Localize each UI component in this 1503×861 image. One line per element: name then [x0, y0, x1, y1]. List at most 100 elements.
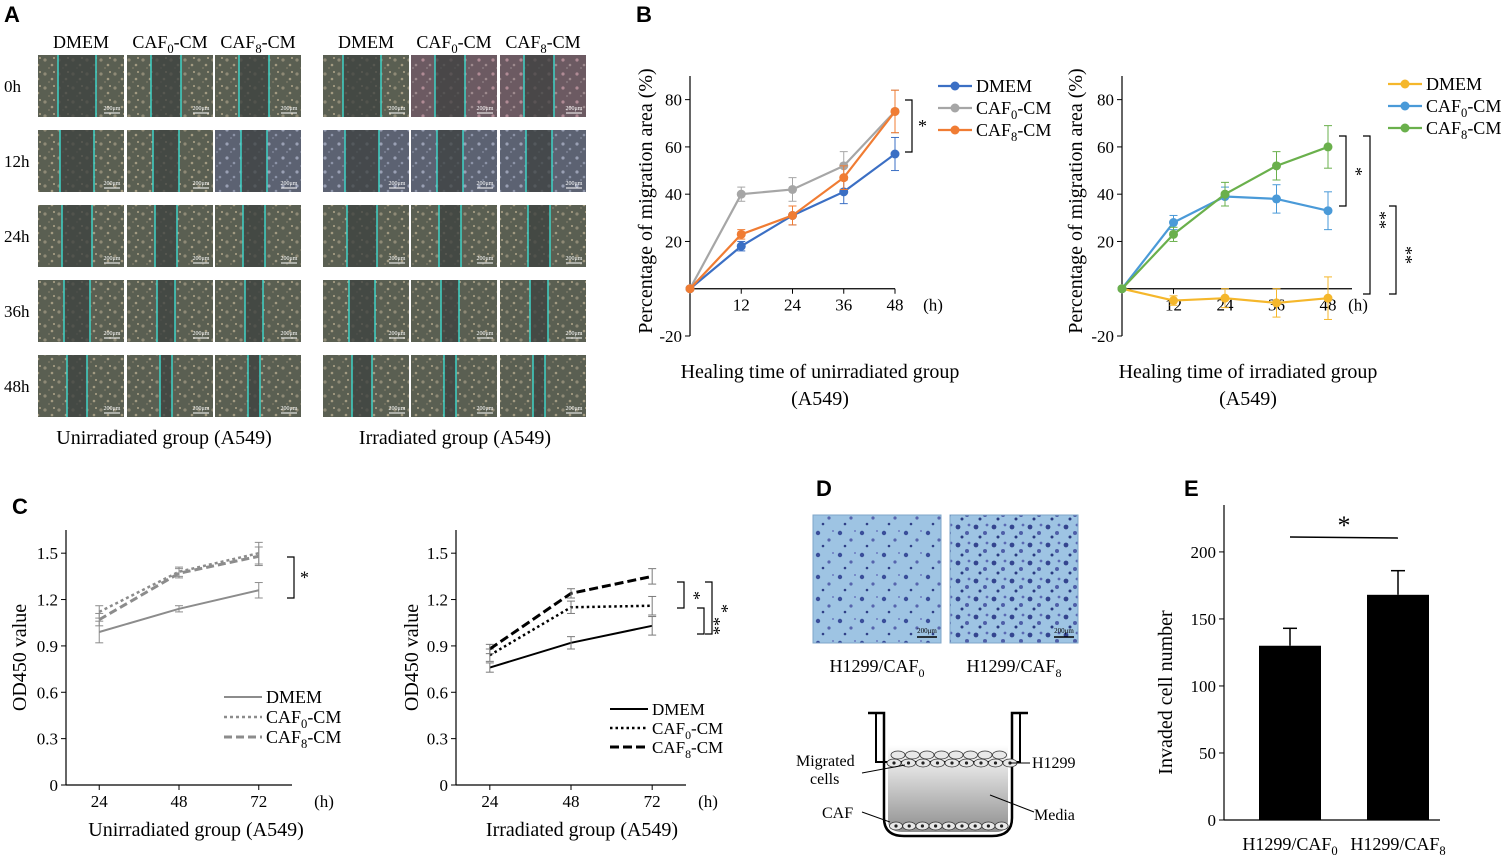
data-point	[890, 106, 900, 116]
scratch-gap	[528, 205, 550, 267]
data-point	[1272, 194, 1281, 204]
significance-bracket	[697, 607, 705, 635]
chart-c-unirradiated: 1.5 1.2 0.9 0.6 0.3 0 24 48 72 (h) OD450 value Unir…	[9, 530, 341, 841]
data-point	[1323, 206, 1333, 216]
legend-label: CAF0-CM	[266, 707, 341, 731]
group-caption: Irradiated group (A549)	[359, 427, 551, 449]
x-axis-label-line2: (A549)	[791, 388, 849, 410]
scratch-gap	[435, 55, 465, 117]
scale-bar-label: 200μm	[566, 256, 583, 262]
legend-marker	[950, 103, 960, 113]
y-tick-label: 1.2	[427, 591, 448, 610]
scale-bar-label: 200μm	[281, 331, 298, 337]
series-line-1	[1121, 195, 1329, 290]
legend-label: CAF8-CM	[976, 120, 1051, 144]
transwell-caption-caf8: H1299/CAF8	[966, 656, 1061, 680]
data-point	[736, 189, 746, 199]
cell-nucleus	[921, 761, 925, 765]
cell	[934, 750, 949, 760]
significance-marker: *	[1338, 511, 1351, 540]
scratch-gap	[533, 355, 545, 417]
scale-bar-label: 200μm	[917, 627, 937, 635]
transwell-images: 200μm 200μm H1299/CAF0 H1299/CAF8	[812, 514, 1079, 680]
y-tick-label: 1.2	[37, 591, 58, 610]
scratch-gap	[352, 355, 372, 417]
legend-marker	[950, 125, 960, 135]
significance-bracket	[1363, 135, 1371, 295]
scratch-gap	[347, 205, 377, 267]
scale-bar-label: 200μm	[1054, 627, 1074, 635]
y-tick-label: 0	[440, 776, 449, 795]
data-point	[788, 184, 797, 194]
data-point	[839, 173, 849, 183]
scratch-gap	[444, 355, 456, 417]
y-tick-label: -20	[659, 327, 682, 346]
x-axis-unit: (h)	[1348, 296, 1368, 315]
significance-marker: **	[1396, 246, 1416, 264]
scale-bar-label: 200μm	[477, 331, 494, 337]
scratch-gap	[241, 130, 267, 192]
h1299-cell-layer	[886, 750, 1018, 768]
scratch-gap	[441, 280, 459, 342]
data-point	[1323, 142, 1333, 152]
y-tick-label: 0.9	[427, 637, 448, 656]
cell-nucleus	[1000, 824, 1004, 828]
label-cells: cells	[810, 771, 839, 788]
chart-c-irradiated: 1.5 1.2 0.9 0.6 0.3 0 24 48 72 (h) OD450 value Irra…	[401, 530, 732, 841]
label-media: Media	[1034, 807, 1075, 824]
data-point	[788, 210, 797, 220]
scratch-gap	[439, 205, 461, 267]
y-tick-label: 0.6	[427, 683, 448, 702]
legend-label: CAF8-CM	[652, 738, 723, 761]
x-tick-label: 72	[250, 792, 267, 811]
scale-bar-label: 200μm	[566, 106, 583, 112]
cell	[919, 750, 935, 760]
cell-nucleus	[947, 824, 951, 828]
significance-marker: *	[1346, 167, 1366, 176]
legend-marker	[1400, 123, 1410, 133]
scale-bar-label: 200μm	[389, 106, 406, 112]
y-tick-label: 60	[665, 138, 682, 157]
significance-bracket	[1339, 135, 1347, 207]
group-caption: Unirradiated group (A549)	[56, 427, 272, 449]
x-tick-label: 72	[644, 792, 661, 811]
x-tick-label: 12	[733, 296, 750, 315]
scale-bar-label: 200μm	[477, 181, 494, 187]
row-label: 48h	[4, 377, 30, 396]
cell-nucleus	[935, 761, 940, 765]
scale-bar-label: 200μm	[104, 256, 121, 262]
y-tick-label: 0.3	[37, 730, 58, 749]
cell-nucleus	[979, 761, 983, 765]
panel-label-b: B	[636, 2, 652, 27]
cell-nucleus	[950, 761, 954, 765]
scratch-gap	[524, 55, 554, 117]
scale-bar-label: 200μm	[566, 331, 583, 337]
y-tick-label: 0.6	[37, 683, 58, 702]
significance-marker: **	[704, 617, 724, 635]
significance-bracket	[905, 99, 913, 153]
x-tick-label: 24	[481, 792, 499, 811]
row-label: 0h	[4, 77, 22, 96]
chart-b-unirradiated: 80 60 40 20 -20 12 24 36 48 (h) Percentage of migr…	[635, 68, 1051, 410]
micrograph-grid: DMEM CAF0-CM CAF8-CM DMEM CAF0-CM CAF8-CM 0h 12…	[4, 32, 586, 449]
bar	[1259, 645, 1321, 820]
y-tick-label: 80	[1097, 91, 1114, 110]
data-point	[1169, 218, 1178, 228]
x-tick-label: 24	[91, 792, 109, 811]
cell	[992, 750, 1007, 760]
scratch-gap	[67, 355, 87, 417]
column-header: CAF8-CM	[220, 32, 295, 56]
significance-marker: *	[918, 116, 927, 136]
significance-bracket	[1389, 205, 1397, 295]
data-point	[1272, 161, 1281, 171]
cell-nucleus	[907, 824, 911, 828]
significance-marker: **	[1370, 211, 1390, 229]
scratch-gap	[62, 205, 92, 267]
y-tick-label: 0.9	[37, 637, 58, 656]
significance-marker: *	[300, 568, 309, 588]
cell	[948, 750, 964, 760]
label-h1299: H1299	[1032, 755, 1076, 772]
scale-bar-label: 200μm	[104, 406, 121, 412]
scale-bar-label: 200μm	[389, 406, 406, 412]
